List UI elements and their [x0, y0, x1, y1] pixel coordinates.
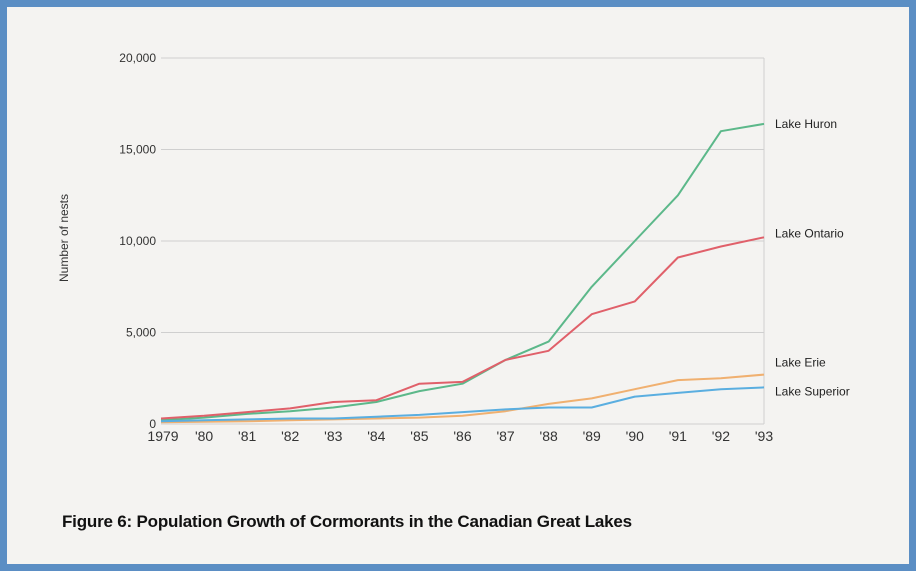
x-tick-label: '90: [626, 428, 644, 444]
y-axis: 0 5,000 10,000 15,000 20,000: [119, 51, 156, 431]
y-tick-label: 20,000: [119, 51, 156, 65]
series-label-lake-ontario: Lake Ontario: [775, 226, 844, 240]
series-line-lake-huron: [160, 122, 765, 422]
x-tick-label: '92: [712, 428, 730, 444]
series-labels: Lake Huron Lake Ontario Lake Erie Lake Supe…: [775, 117, 850, 399]
series-label-lake-erie: Lake Erie: [775, 356, 826, 370]
x-tick-label: '83: [324, 428, 342, 444]
x-tick-label: '87: [496, 428, 514, 444]
y-axis-label: Number of nests: [57, 194, 71, 282]
y-tick-label: 10,000: [119, 234, 156, 248]
x-tick-label: '81: [238, 428, 256, 444]
series-lines: [160, 122, 765, 424]
series-label-lake-superior: Lake Superior: [775, 384, 850, 398]
x-tick-label: 1979: [147, 428, 178, 444]
y-tick-label: 0: [149, 417, 156, 431]
series-line-lake-ontario: [160, 236, 765, 420]
x-tick-label: '84: [367, 428, 385, 444]
series-line-lake-superior: [160, 386, 765, 423]
figure-caption: Figure 6: Population Growth of Cormorant…: [62, 512, 632, 531]
y-tick-label: 15,000: [119, 143, 156, 157]
x-tick-label: '82: [281, 428, 299, 444]
x-axis: 1979 '80 '81 '82 '83 '84 '85 '86 '87 '88 '89 '90 '91…: [147, 428, 773, 444]
figure-panel: [7, 7, 909, 564]
x-tick-label: '93: [755, 428, 773, 444]
x-tick-label: '86: [453, 428, 471, 444]
y-tick-label: 5,000: [126, 326, 156, 340]
x-tick-label: '88: [540, 428, 558, 444]
x-tick-label: '80: [195, 428, 213, 444]
x-tick-label: '91: [669, 428, 687, 444]
x-tick-label: '89: [583, 428, 601, 444]
series-label-lake-huron: Lake Huron: [775, 117, 837, 131]
gridlines: [161, 57, 765, 425]
series-line-lake-erie: [160, 373, 765, 424]
x-tick-label: '85: [410, 428, 428, 444]
